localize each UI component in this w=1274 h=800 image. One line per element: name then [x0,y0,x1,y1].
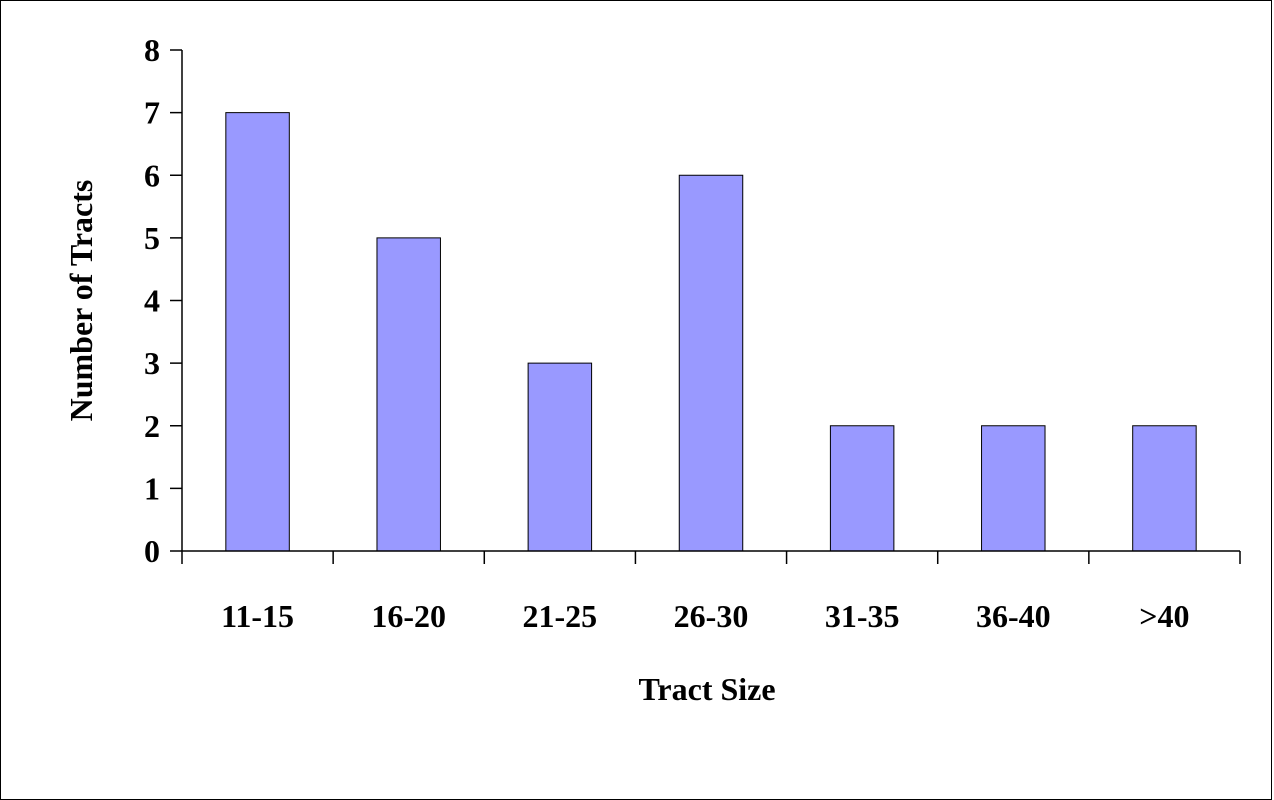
bar-31-35 [829,425,895,552]
y-tick-label: 2 [144,408,160,444]
x-tick-label: 31-35 [825,598,900,634]
bar-16-20 [376,237,441,552]
y-tick-label: 3 [144,345,160,381]
x-axis-title: Tract Size [638,671,775,707]
bar-21-25 [527,362,593,552]
y-tick-label: 0 [144,533,160,569]
bars-group [225,112,1197,552]
x-tick-label: 11-15 [221,598,294,634]
x-tick-label: 21-25 [523,598,598,634]
x-tick-label: 16-20 [371,598,446,634]
bar-36-40 [981,425,1046,552]
x-tick-label: >40 [1139,598,1189,634]
bar->40 [1132,425,1197,552]
y-tick-label: 6 [144,157,160,193]
y-tick-label: 7 [144,95,160,131]
bar-26-30 [678,174,744,552]
y-axis-title: Number of Tracts [63,180,99,422]
y-tick-label: 8 [144,32,160,68]
y-tick-label: 1 [144,470,160,506]
x-tick-label: 36-40 [976,598,1051,634]
y-tick-label: 5 [144,220,160,256]
x-tick-label: 26-30 [674,598,749,634]
y-tick-label: 4 [144,283,160,319]
x-ticks-group: 11-15 16-20 21-25 26-30 31-35 36-40 >40 [181,551,1241,634]
bar-11-15 [225,112,290,552]
y-ticks-group: 0 1 2 3 4 5 6 7 8 [144,32,182,569]
